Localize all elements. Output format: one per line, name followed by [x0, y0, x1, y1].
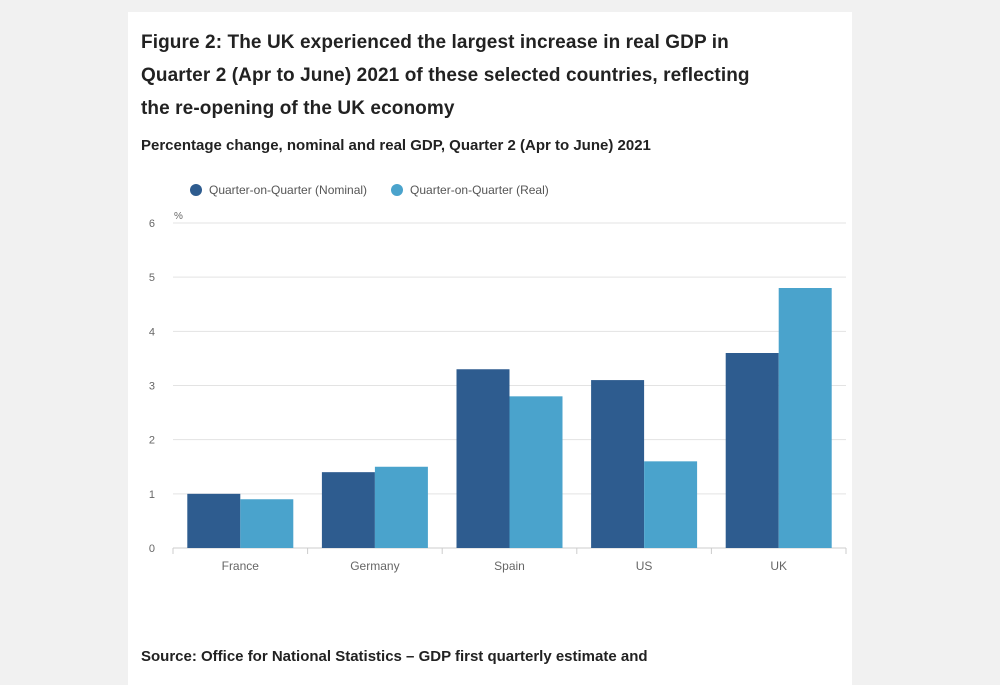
bar-spain-real	[509, 396, 563, 548]
bar-germany-nominal	[321, 472, 375, 548]
x-tick-label: US	[636, 559, 653, 573]
y-axis-unit-label: %	[174, 211, 183, 222]
x-tick-label: UK	[770, 559, 787, 573]
chart-legend: Quarter-on-Quarter (Nominal) Quarter-on-…	[190, 181, 573, 199]
x-tick-label: Germany	[350, 559, 399, 573]
x-tick-label: France	[222, 559, 260, 573]
bar-germany-real	[374, 466, 428, 548]
figure-source: Source: Office for National Statistics –…	[141, 648, 648, 665]
y-tick-label: 6	[149, 218, 155, 230]
legend-label-nominal: Quarter-on-Quarter (Nominal)	[209, 183, 368, 197]
bar-us-nominal	[591, 380, 645, 548]
legend-item-real[interactable]: Quarter-on-Quarter (Real)	[391, 183, 549, 197]
legend-item-nominal[interactable]: Quarter-on-Quarter (Nominal)	[190, 183, 367, 197]
bar-france-nominal	[187, 493, 241, 548]
legend-swatch-real	[391, 184, 404, 196]
bar-uk-real	[778, 288, 832, 548]
bar-chart: 0 1 2 3 4 5 6% France Germany Spain US UK	[149, 211, 847, 573]
bar-spain-nominal	[456, 369, 510, 548]
bar-france-real	[240, 499, 294, 548]
y-tick-label: 1	[149, 489, 155, 501]
y-tick-label: 2	[149, 435, 155, 447]
bar-us-real	[644, 461, 698, 548]
y-tick-label: 4	[149, 326, 155, 338]
y-tick-label: 0	[149, 543, 155, 555]
legend-label-real: Quarter-on-Quarter (Real)	[410, 183, 549, 197]
y-tick-label: 5	[149, 272, 155, 284]
x-tick-label: Spain	[494, 559, 525, 573]
figure-card: Figure 2: The UK experienced the largest…	[128, 12, 852, 685]
figure-title: Figure 2: The UK experienced the largest…	[141, 32, 750, 119]
legend-swatch-nominal	[190, 184, 202, 196]
figure-subtitle: Percentage change, nominal and real GDP,…	[141, 137, 651, 154]
y-tick-label: 3	[149, 381, 155, 393]
bar-uk-nominal	[725, 353, 779, 548]
